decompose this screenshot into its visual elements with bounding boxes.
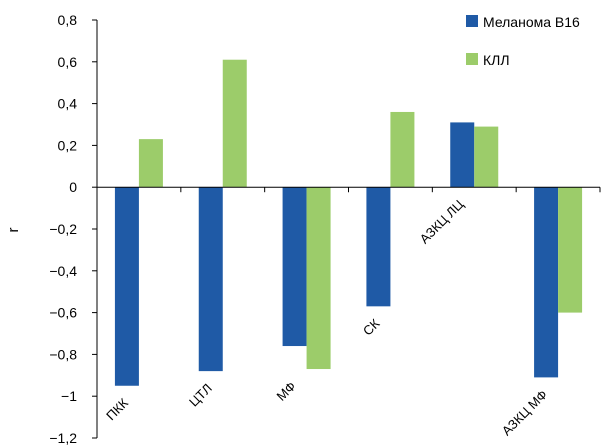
y-ticks: 0,8 0,6 0,4 0,2 0 −0,2 −0,4 −0,6 −0,8 −1 −1,2 — [49, 12, 97, 446]
y-tick-label: −0,6 — [49, 305, 77, 321]
y-tick-label: −1,2 — [49, 430, 77, 446]
legend-label-0: Меланома B16 — [483, 14, 580, 30]
bar-series1-1 — [198, 187, 223, 372]
y-tick-label: −0,8 — [49, 346, 77, 362]
y-tick-label: −1 — [61, 388, 77, 404]
bar-series2-1 — [222, 59, 247, 188]
legend: Меланома B16 КЛЛ — [466, 14, 580, 68]
bar-series1-2 — [282, 187, 307, 347]
bars — [114, 59, 583, 386]
bar-series2-0 — [138, 139, 163, 188]
y-tick-label: 0,8 — [58, 12, 78, 28]
y-tick-label: 0,2 — [58, 137, 78, 153]
legend-swatch-0 — [466, 15, 478, 27]
y-tick-label: 0,4 — [58, 96, 78, 112]
bar-series1-4 — [450, 122, 475, 188]
y-tick-label: −0,4 — [49, 263, 77, 279]
bar-series2-2 — [306, 187, 331, 370]
category-label-5: АЗКЦ МФ — [499, 387, 551, 439]
category-label-0: ПКК — [103, 395, 131, 423]
bar-series2-3 — [390, 111, 415, 188]
y-axis-label: r — [5, 228, 22, 233]
y-tick-label: −0,2 — [49, 221, 77, 237]
y-tick-label: 0 — [69, 179, 77, 195]
legend-swatch-1 — [466, 53, 478, 65]
category-label-1: ЦТЛ — [186, 381, 215, 410]
category-label-3: СК — [360, 316, 383, 339]
bar-series1-5 — [534, 187, 559, 378]
y-tick-label: 0,6 — [58, 54, 78, 70]
category-label-2: МФ — [274, 378, 299, 403]
axes — [96, 20, 601, 438]
bar-series1-3 — [366, 187, 391, 307]
bar-series1-0 — [114, 187, 139, 386]
bar-series2-4 — [474, 126, 499, 188]
category-label-4: АЗКЦ ЛЦ — [417, 196, 467, 246]
legend-label-1: КЛЛ — [483, 52, 510, 68]
bar-series2-5 — [558, 187, 583, 313]
